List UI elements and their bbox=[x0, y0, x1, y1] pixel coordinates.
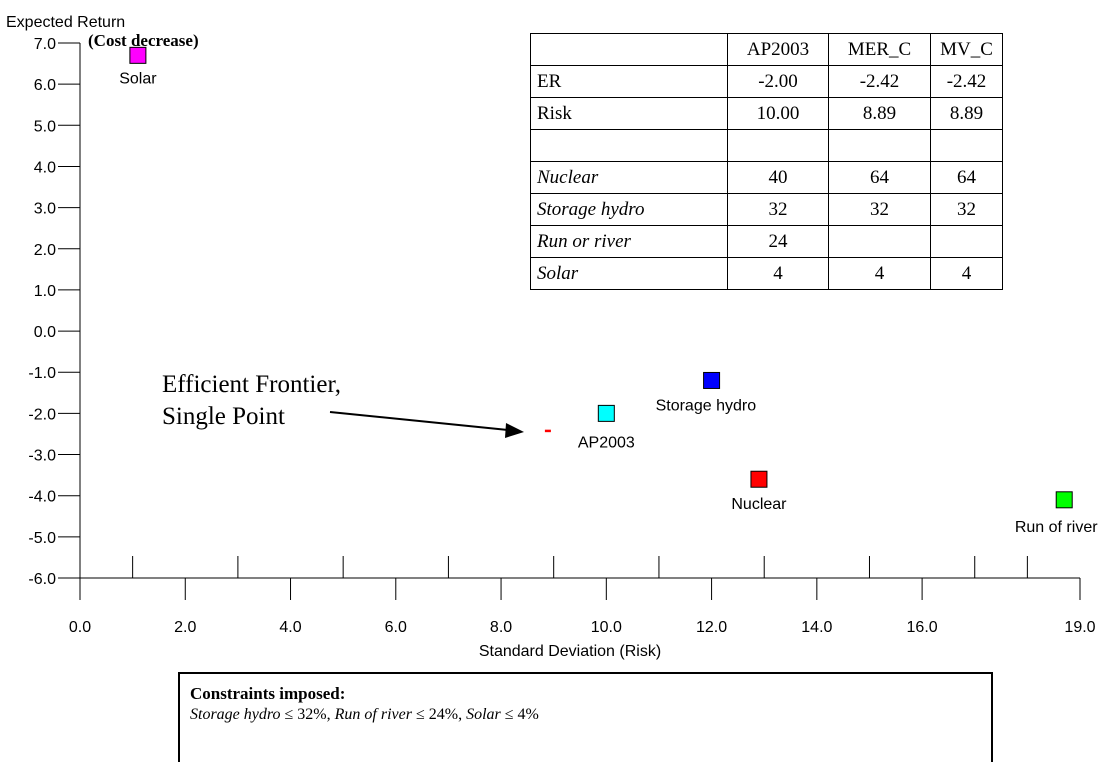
data-point-label: Solar bbox=[119, 70, 157, 87]
data-point-marker bbox=[1055, 491, 1073, 509]
table-cell: 4 bbox=[727, 257, 829, 290]
data-point-label: Nuclear bbox=[731, 496, 787, 513]
axes: 7.0 6.0 5.0 4.0 3.0 2.0 1.0 0.0 -1.0 -2.0 -3.0 -4.0… bbox=[28, 36, 1095, 636]
data-point-label: Run of river bbox=[1015, 519, 1098, 536]
constraints-title: Constraints imposed: bbox=[190, 684, 346, 703]
x-tick-label: 19.0 bbox=[1064, 619, 1095, 636]
table-cell: 32 bbox=[930, 193, 1003, 226]
table-cell: 4 bbox=[930, 257, 1003, 290]
table-row: Risk 10.00 8.89 8.89 bbox=[530, 97, 1003, 130]
y-tick-label: -3.0 bbox=[28, 448, 56, 465]
table-row-label: Nuclear bbox=[530, 161, 728, 194]
table-cell: -2.42 bbox=[828, 65, 931, 98]
constraint-name: Run of river bbox=[334, 706, 412, 723]
table-row: Solar 4 4 4 bbox=[530, 257, 1003, 290]
table-row bbox=[530, 129, 1003, 162]
constraint-limit: ≤ 4% bbox=[500, 706, 539, 723]
table-row-label: ER bbox=[530, 65, 728, 98]
table-header-cell: MV_C bbox=[930, 33, 1003, 66]
y-tick-label: 7.0 bbox=[34, 36, 56, 53]
y-tick-label: 0.0 bbox=[34, 324, 56, 341]
y-tick-label: -5.0 bbox=[28, 530, 56, 547]
constraints-box: Constraints imposed: Storage hydro ≤ 32%… bbox=[178, 672, 993, 762]
data-point-marker bbox=[597, 404, 615, 422]
y-tick-label: -1.0 bbox=[28, 365, 56, 382]
constraint-limit: ≤ 32%, bbox=[280, 706, 335, 723]
table-row-label: Run or river bbox=[530, 225, 728, 258]
annotation-line-2: Single Point bbox=[162, 403, 285, 430]
y-tick-label: 2.0 bbox=[34, 242, 56, 259]
x-tick-label: 8.0 bbox=[490, 619, 512, 636]
table-cell bbox=[828, 129, 931, 162]
table-cell: 64 bbox=[828, 161, 931, 194]
data-point-marker bbox=[750, 470, 768, 488]
table-row-label: Solar bbox=[530, 257, 728, 290]
table-cell: 8.89 bbox=[930, 97, 1003, 130]
data-point-marker bbox=[129, 46, 147, 64]
table-row: Run or river 24 bbox=[530, 225, 1003, 258]
table-cell bbox=[930, 225, 1003, 258]
data-point-label: AP2003 bbox=[578, 434, 635, 451]
table-cell: -2.00 bbox=[727, 65, 829, 98]
table-header-cell bbox=[530, 33, 728, 66]
annotation-arrow-line bbox=[329, 411, 509, 431]
table-cell: 24 bbox=[727, 225, 829, 258]
table-row: Nuclear 40 64 64 bbox=[530, 161, 1003, 194]
scatter-chart: Expected Return (Cost decrease) 7.0 6.0 5.… bbox=[6, 14, 1098, 660]
constraint-name: Storage hydro bbox=[190, 706, 281, 723]
x-tick-label: 2.0 bbox=[174, 619, 196, 636]
table-cell: 32 bbox=[828, 193, 931, 226]
table-row-label: Risk bbox=[530, 97, 728, 130]
annotation-group: Efficient Frontier, Single Point bbox=[162, 371, 524, 438]
x-tick-label: 12.0 bbox=[696, 619, 727, 636]
y-tick-label: -2.0 bbox=[28, 406, 56, 423]
x-tick-label: 14.0 bbox=[801, 619, 832, 636]
x-tick-label: 10.0 bbox=[591, 619, 622, 636]
table-cell: 40 bbox=[727, 161, 829, 194]
table-cell: 64 bbox=[930, 161, 1003, 194]
constraint-name: Solar bbox=[466, 706, 501, 723]
table-cell: 8.89 bbox=[828, 97, 931, 130]
x-tick-label: 6.0 bbox=[385, 619, 407, 636]
y-tick-label: 6.0 bbox=[34, 77, 56, 94]
constraint-limit: ≤ 24%, bbox=[411, 706, 467, 723]
table-cell: 32 bbox=[727, 193, 829, 226]
y-tick-label: 1.0 bbox=[34, 283, 56, 300]
table-cell bbox=[727, 129, 829, 162]
annotation-arrow-head bbox=[505, 423, 524, 438]
x-tick-label: 16.0 bbox=[907, 619, 938, 636]
y-tick-label: -6.0 bbox=[28, 571, 56, 588]
marks: Solar Storage hydro AP2003 Nuclear Run of ri… bbox=[119, 46, 1098, 536]
table-row: ER -2.00 -2.42 -2.42 bbox=[530, 65, 1003, 98]
x-tick-label: 0.0 bbox=[69, 619, 91, 636]
y-tick-label: 3.0 bbox=[34, 201, 56, 218]
x-tick-label: 4.0 bbox=[279, 619, 301, 636]
table-cell bbox=[930, 129, 1003, 162]
frontier-point-marker bbox=[544, 429, 551, 433]
table-cell: 4 bbox=[828, 257, 931, 290]
table-header-row: AP2003 MER_C MV_C bbox=[530, 33, 1003, 66]
table-header-cell: AP2003 bbox=[727, 33, 829, 66]
data-point-label: Storage hydro bbox=[656, 397, 757, 414]
table-cell bbox=[828, 225, 931, 258]
table-cell: -2.42 bbox=[930, 65, 1003, 98]
constraints-text: Storage hydro ≤ 32%, Run of river ≤ 24%,… bbox=[190, 706, 981, 724]
table-cell: 10.00 bbox=[727, 97, 829, 130]
x-axis-label: Standard Deviation (Risk) bbox=[479, 643, 661, 660]
table-row-label: Storage hydro bbox=[530, 193, 728, 226]
y-axis-sublabel: (Cost decrease) bbox=[88, 31, 199, 50]
results-table: AP2003 MER_C MV_C ER -2.00 -2.42 -2.42 Risk 10.0… bbox=[530, 33, 1003, 290]
table-row: Storage hydro 32 32 32 bbox=[530, 193, 1003, 226]
annotation-line-1: Efficient Frontier, bbox=[162, 371, 341, 398]
y-axis-label: Expected Return bbox=[6, 14, 125, 31]
table-header-cell: MER_C bbox=[828, 33, 931, 66]
data-point-marker bbox=[703, 371, 721, 389]
results-table-body: AP2003 MER_C MV_C ER -2.00 -2.42 -2.42 Risk 10.0… bbox=[530, 33, 1003, 290]
table-row-label bbox=[530, 129, 728, 162]
y-tick-label: 4.0 bbox=[34, 159, 56, 176]
y-tick-label: -4.0 bbox=[28, 489, 56, 506]
y-tick-label: 5.0 bbox=[34, 118, 56, 135]
